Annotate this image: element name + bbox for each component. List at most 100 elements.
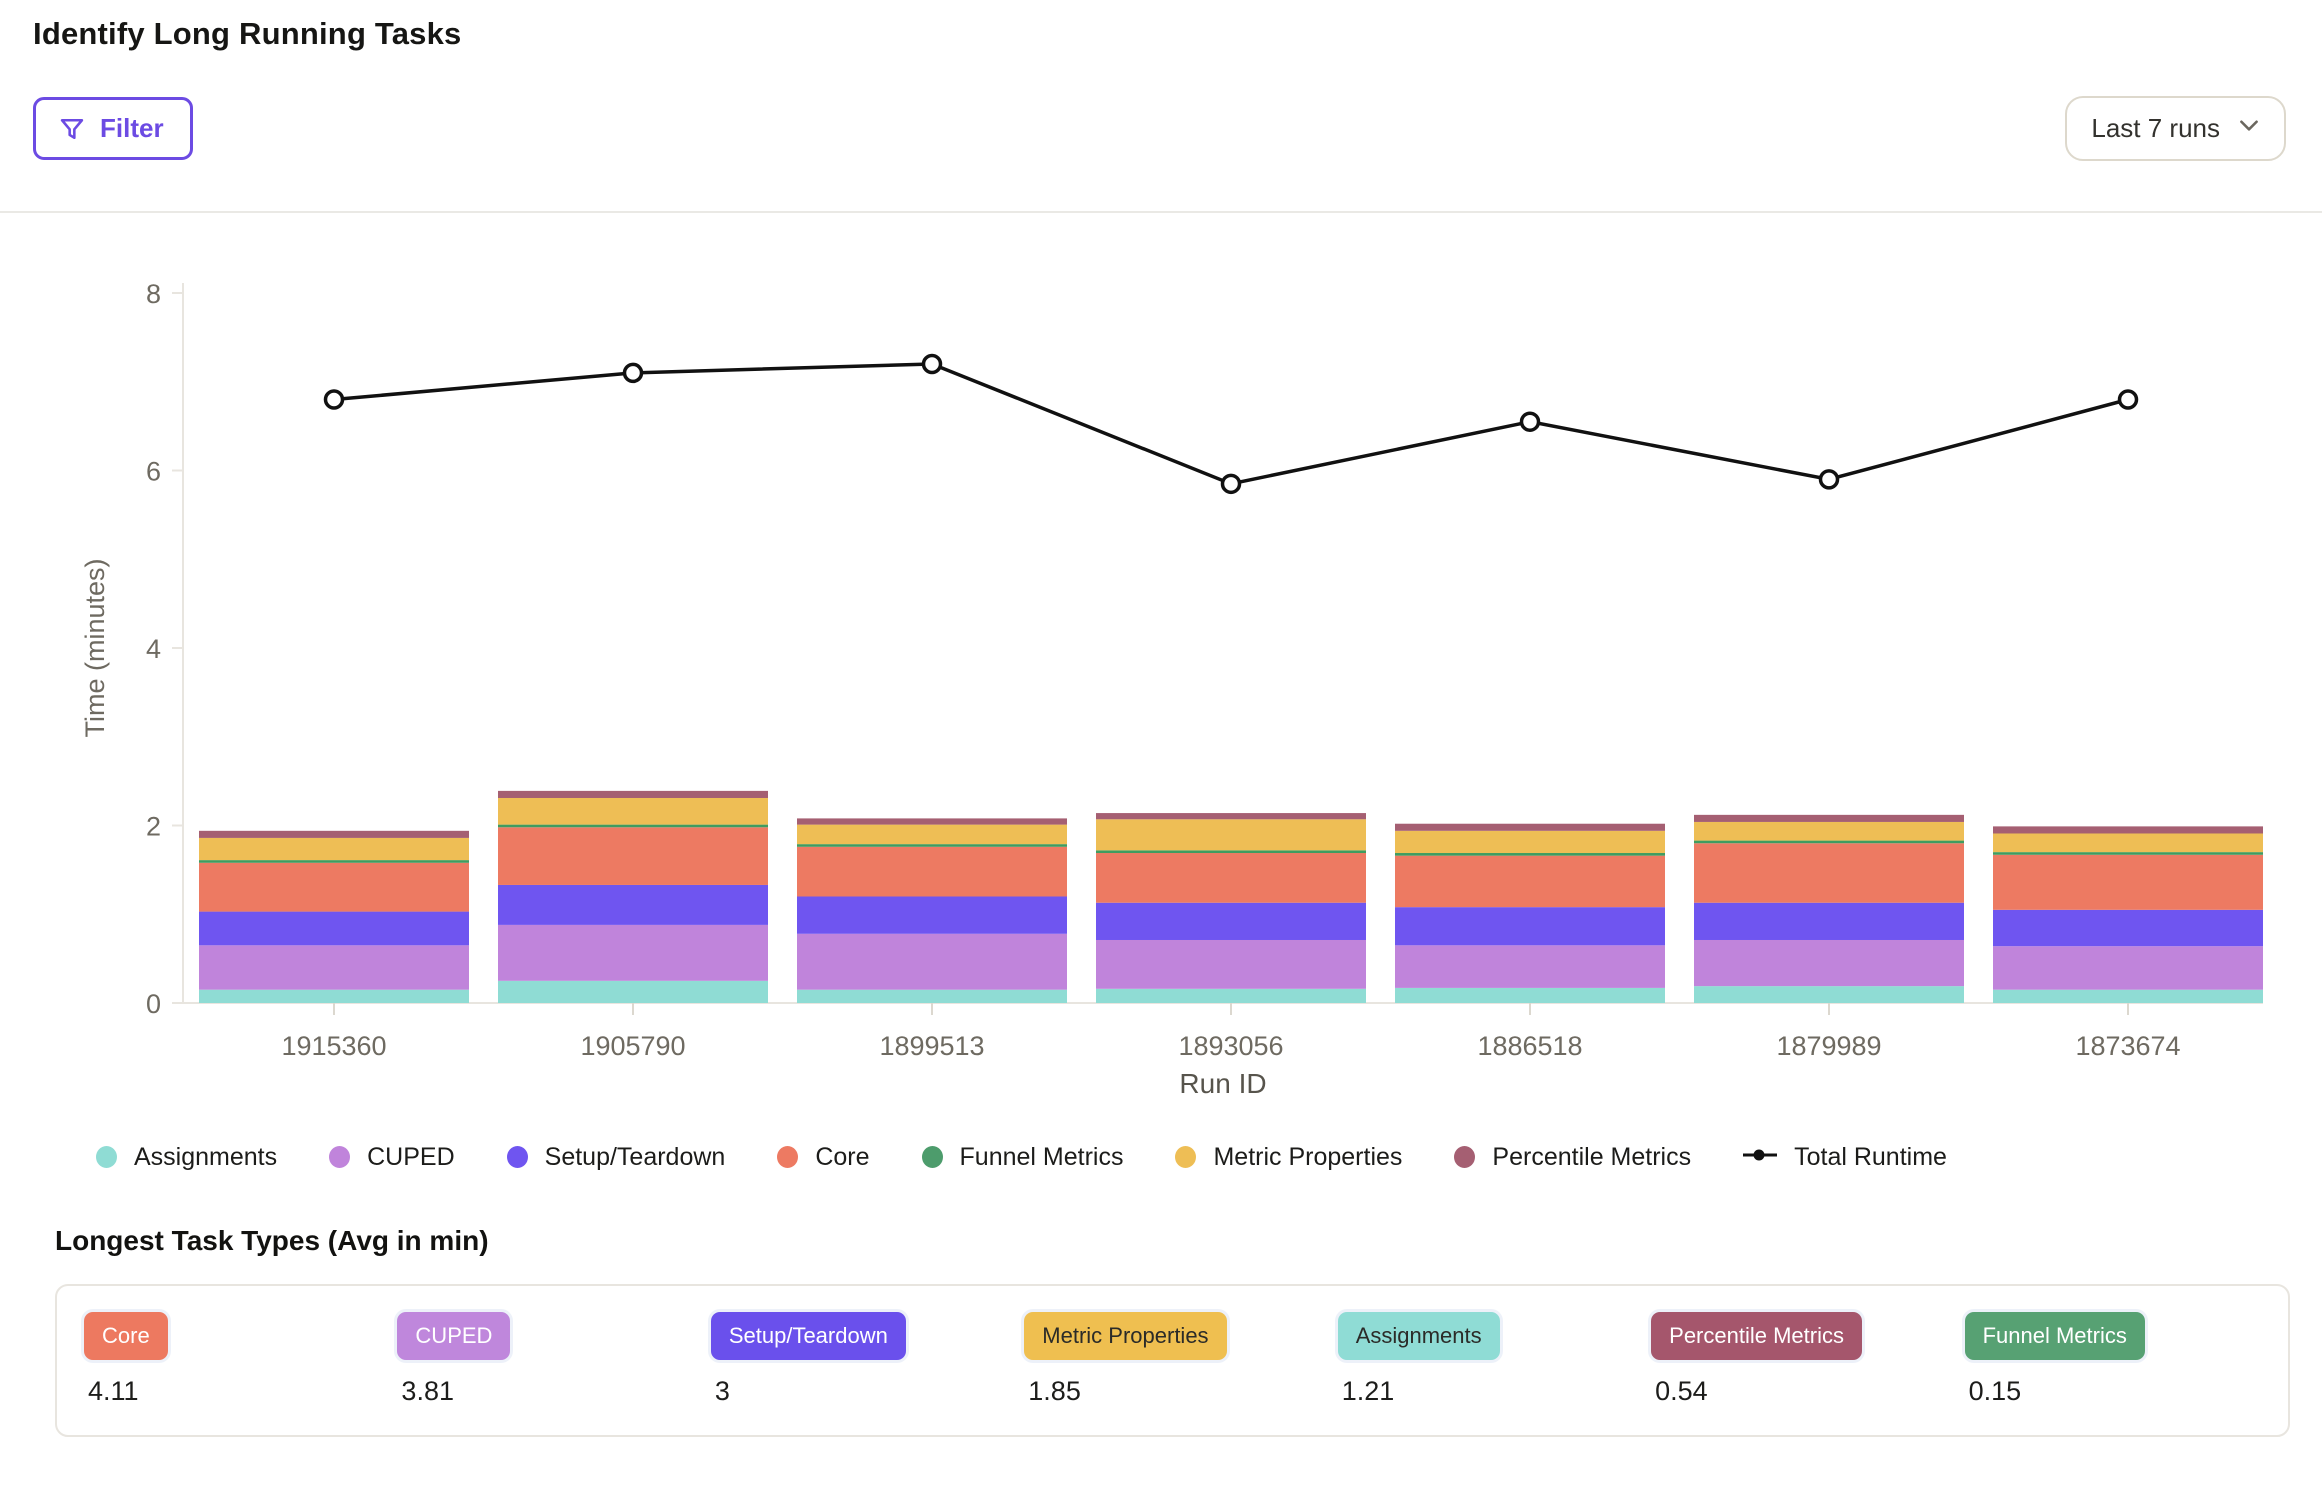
bar-segment-percentile-metrics-1905790[interactable] bbox=[498, 790, 768, 798]
filter-button[interactable]: Filter bbox=[33, 97, 193, 160]
bar-segment-core-1873674[interactable] bbox=[1993, 854, 2263, 910]
bar-segment-assignments-1905790[interactable] bbox=[498, 980, 768, 1003]
task-type-avg-value: 3.81 bbox=[401, 1376, 454, 1407]
run-range-dropdown[interactable]: Last 7 runs bbox=[2065, 96, 2286, 161]
legend-item-label: Assignments bbox=[134, 1142, 278, 1171]
bar-segment-metric-properties-1893056[interactable] bbox=[1096, 819, 1366, 851]
bar-segment-assignments-1886518[interactable] bbox=[1395, 987, 1665, 1003]
legend-item-label: Funnel Metrics bbox=[959, 1142, 1124, 1171]
bar-segment-funnel-metrics-1915360[interactable] bbox=[199, 860, 469, 863]
bar-segment-core-1893056[interactable] bbox=[1096, 853, 1366, 903]
total-runtime-point-1873674[interactable] bbox=[2117, 389, 2139, 410]
legend-color-dot-icon bbox=[1454, 1146, 1476, 1168]
x-tick-label: 1893056 bbox=[1178, 1031, 1283, 1061]
bar-segment-funnel-metrics-1886518[interactable] bbox=[1395, 853, 1665, 856]
total-runtime-point-1905790[interactable] bbox=[622, 362, 644, 384]
bar-segment-cuped-1893056[interactable] bbox=[1096, 939, 1366, 989]
filter-funnel-icon bbox=[58, 115, 86, 143]
legend-item-cuped[interactable]: CUPED bbox=[329, 1143, 455, 1172]
bar-segment-setup-teardown-1899513[interactable] bbox=[797, 896, 1067, 934]
task-type-metric-properties: Metric Properties 1.85 bbox=[1024, 1312, 1337, 1407]
total-runtime-point-1915360[interactable] bbox=[323, 389, 345, 410]
bar-segment-cuped-1886518[interactable] bbox=[1395, 945, 1665, 988]
bar-segment-funnel-metrics-1905790[interactable] bbox=[498, 824, 768, 828]
task-type-avg-value: 4.11 bbox=[88, 1376, 139, 1407]
bar-segment-percentile-metrics-1879989[interactable] bbox=[1694, 814, 1964, 822]
bar-segment-funnel-metrics-1873674[interactable] bbox=[1993, 852, 2263, 855]
stacked-bar-line-chart: 0 2 4 6 8 Time (minutes) 1915360 1905790 1899513… bbox=[80, 279, 2263, 1099]
task-type-pill: CUPED bbox=[397, 1312, 511, 1361]
bar-segment-assignments-1879989[interactable] bbox=[1694, 986, 1964, 1003]
task-type-cuped: CUPED 3.81 bbox=[397, 1312, 710, 1407]
x-tick-label: 1915360 bbox=[281, 1031, 386, 1061]
page-header: Identify Long Running Tasks Filter Last … bbox=[0, 0, 2322, 213]
legend-item-metric-properties[interactable]: Metric Properties bbox=[1175, 1143, 1402, 1172]
bar-segment-metric-properties-1873674[interactable] bbox=[1993, 833, 2263, 853]
bar-segment-setup-teardown-1879989[interactable] bbox=[1694, 902, 1964, 940]
bar-segment-core-1899513[interactable] bbox=[797, 846, 1067, 897]
bar-segment-core-1886518[interactable] bbox=[1395, 855, 1665, 908]
task-type-pill: Assignments bbox=[1337, 1312, 1500, 1361]
bar-segment-assignments-1915360[interactable] bbox=[199, 989, 469, 1003]
bar-segment-core-1915360[interactable] bbox=[199, 862, 469, 912]
chart-legend: Assignments CUPED Setup/Teardown Core Funnel… bbox=[0, 1137, 2322, 1177]
bar-segment-metric-properties-1879989[interactable] bbox=[1694, 821, 1964, 841]
legend-item-label: Total Runtime bbox=[1794, 1142, 1947, 1171]
legend-color-dot-icon bbox=[329, 1146, 351, 1168]
bar-segment-setup-teardown-1893056[interactable] bbox=[1096, 902, 1366, 940]
legend-color-dot-icon bbox=[921, 1146, 943, 1168]
bar-segment-metric-properties-1886518[interactable] bbox=[1395, 830, 1665, 854]
x-tick-label: 1905790 bbox=[580, 1031, 685, 1061]
header-controls: Filter Last 7 runs bbox=[33, 96, 2286, 161]
bar-segment-metric-properties-1899513[interactable] bbox=[797, 824, 1067, 845]
bar-segment-core-1905790[interactable] bbox=[498, 827, 768, 885]
bar-segment-funnel-metrics-1893056[interactable] bbox=[1096, 850, 1366, 854]
x-tick-label: 1886518 bbox=[1477, 1031, 1582, 1061]
x-axis-label: Run ID bbox=[1179, 1068, 1266, 1099]
task-type-pill: Setup/Teardown bbox=[710, 1312, 906, 1361]
task-type-funnel-metrics: Funnel Metrics 0.15 bbox=[1964, 1312, 2278, 1407]
task-type-pill: Percentile Metrics bbox=[1651, 1312, 1862, 1361]
bar-segment-setup-teardown-1873674[interactable] bbox=[1993, 909, 2263, 947]
bar-segment-cuped-1915360[interactable] bbox=[199, 945, 469, 990]
legend-item-setup-teardown[interactable]: Setup/Teardown bbox=[506, 1143, 725, 1172]
legend-item-label: Metric Properties bbox=[1213, 1142, 1403, 1171]
bar-segment-metric-properties-1905790[interactable] bbox=[498, 797, 768, 825]
task-type-avg-value: 0.15 bbox=[1968, 1376, 2022, 1407]
legend-item-total-runtime[interactable]: Total Runtime bbox=[1743, 1143, 1947, 1172]
bar-segment-assignments-1893056[interactable] bbox=[1096, 988, 1366, 1003]
bar-segment-metric-properties-1915360[interactable] bbox=[199, 837, 469, 861]
filter-button-label: Filter bbox=[100, 113, 164, 143]
task-type-avg-value: 1.85 bbox=[1028, 1376, 1081, 1407]
bar-segment-setup-teardown-1915360[interactable] bbox=[199, 911, 469, 946]
bar-segment-cuped-1873674[interactable] bbox=[1993, 946, 2263, 990]
bar-segment-assignments-1899513[interactable] bbox=[797, 989, 1067, 1003]
bar-segment-setup-teardown-1886518[interactable] bbox=[1395, 907, 1665, 946]
total-runtime-point-1893056[interactable] bbox=[1220, 473, 1242, 495]
longest-task-types-section: Longest Task Types (Avg in min) Core 4.11… bbox=[0, 1225, 2322, 1437]
bar-segment-cuped-1899513[interactable] bbox=[797, 933, 1067, 990]
y-tick-label: 2 bbox=[146, 812, 161, 842]
total-runtime-point-1886518[interactable] bbox=[1519, 411, 1541, 432]
bar-segment-setup-teardown-1905790[interactable] bbox=[498, 884, 768, 925]
bar-segment-cuped-1879989[interactable] bbox=[1694, 939, 1964, 987]
bar-segment-cuped-1905790[interactable] bbox=[498, 924, 768, 981]
legend-item-percentile-metrics[interactable]: Percentile Metrics bbox=[1454, 1143, 1691, 1172]
total-runtime-point-1879989[interactable] bbox=[1818, 469, 1840, 490]
bar-segment-funnel-metrics-1879989[interactable] bbox=[1694, 840, 1964, 844]
legend-item-core[interactable]: Core bbox=[777, 1143, 870, 1172]
task-type-pill: Metric Properties bbox=[1024, 1312, 1227, 1361]
bar-segment-core-1879989[interactable] bbox=[1694, 843, 1964, 903]
bar-segment-percentile-metrics-1873674[interactable] bbox=[1993, 826, 2263, 834]
task-type-percentile-metrics: Percentile Metrics 0.54 bbox=[1651, 1312, 1964, 1407]
chevron-down-icon bbox=[2236, 112, 2262, 145]
bar-segment-percentile-metrics-1915360[interactable] bbox=[199, 830, 469, 838]
bar-segment-percentile-metrics-1893056[interactable] bbox=[1096, 813, 1366, 820]
legend-item-funnel-metrics[interactable]: Funnel Metrics bbox=[921, 1142, 1124, 1172]
total-runtime-point-1899513[interactable] bbox=[921, 353, 943, 375]
bar-segment-funnel-metrics-1899513[interactable] bbox=[797, 844, 1067, 847]
bar-segment-percentile-metrics-1899513[interactable] bbox=[797, 818, 1067, 825]
bar-segment-percentile-metrics-1886518[interactable] bbox=[1395, 823, 1665, 831]
bar-segment-assignments-1873674[interactable] bbox=[1993, 989, 2263, 1003]
legend-item-assignments[interactable]: Assignments bbox=[96, 1143, 277, 1172]
